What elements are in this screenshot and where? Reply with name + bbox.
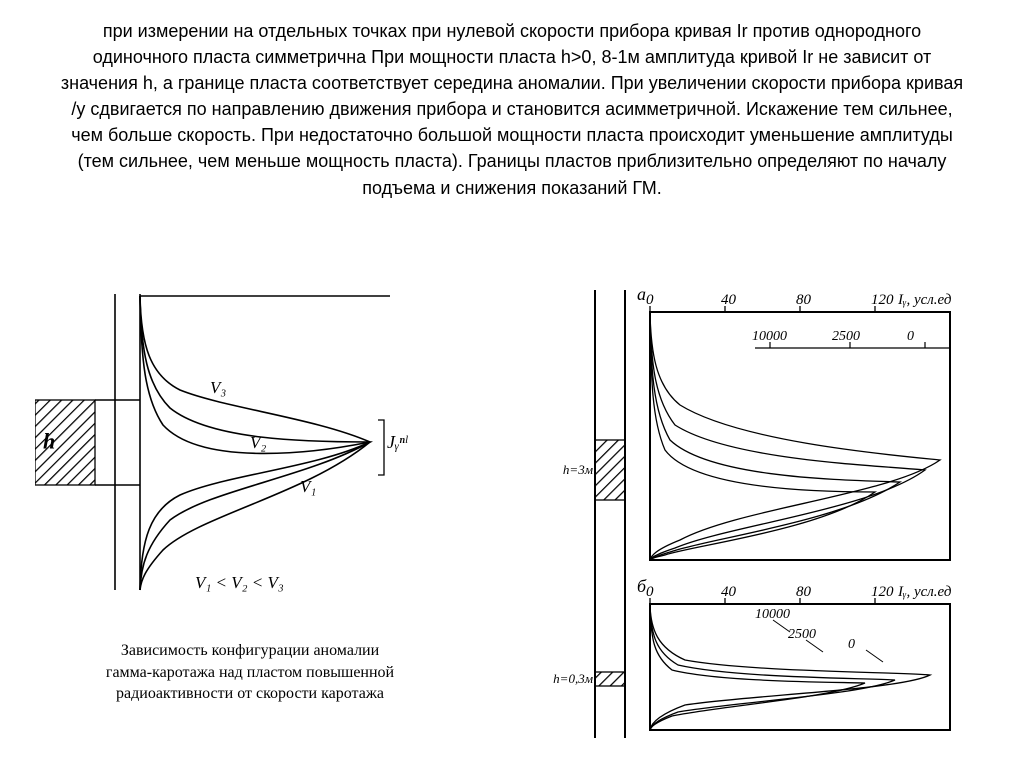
svg-text:0: 0 [907,329,914,344]
svg-text:Iᵧ, усл.ед: Iᵧ, усл.ед [897,292,952,308]
svg-text:40: 40 [721,292,737,308]
svg-text:V₂: V₂ [250,433,266,452]
svg-text:h=0,3м: h=0,3м [553,671,593,686]
figures-row: h Jᵧⁿˡ V₃ V₂ V₁ V₁ < V₂ < V₃ Зависимость конф… [0,290,1024,760]
svg-text:V₃: V₃ [210,378,226,397]
svg-text:40: 40 [721,584,737,600]
left-caption: Зависимость конфигурации аномалии гамма-… [100,640,400,705]
page: при измерении на отдельных точках при ну… [0,0,1024,768]
left-svg: h Jᵧⁿˡ V₃ V₂ V₁ V₁ < V₂ < V₃ [35,290,415,620]
paragraph: при измерении на отдельных точках при ну… [60,18,964,201]
svg-text:80: 80 [796,584,812,600]
svg-text:V₁: V₁ [300,477,316,496]
svg-text:h=3м: h=3м [563,462,593,477]
svg-text:V₁ < V₂ < V₃: V₁ < V₂ < V₃ [195,573,284,592]
svg-text:2500: 2500 [788,627,816,642]
left-figure: hJᵧⁿˡV₃V₂V₁V₁ < V₂ < V₃ Зависимость конф… [35,290,465,620]
svg-text:0: 0 [646,292,654,308]
right-figure: а04080120Iᵧ, усл.ед1000025000h=3мб040801… [530,290,1000,740]
svg-text:80: 80 [796,292,812,308]
right-svg: а04080120Iᵧ, усл.ед1000025000h=3мб040801… [530,290,980,740]
svg-text:h: h [43,429,55,454]
svg-text:10000: 10000 [752,329,787,344]
svg-text:а: а [637,290,646,304]
svg-text:0: 0 [848,637,855,652]
svg-text:120: 120 [871,584,894,600]
svg-text:10000: 10000 [755,607,790,622]
svg-text:Jᵧⁿˡ: Jᵧⁿˡ [387,432,409,452]
svg-text:Iᵧ, усл.ед: Iᵧ, усл.ед [897,584,952,600]
svg-text:0: 0 [646,584,654,600]
svg-text:120: 120 [871,292,894,308]
paragraph-text: при измерении на отдельных точках при ну… [61,21,963,198]
svg-text:2500: 2500 [832,329,860,344]
